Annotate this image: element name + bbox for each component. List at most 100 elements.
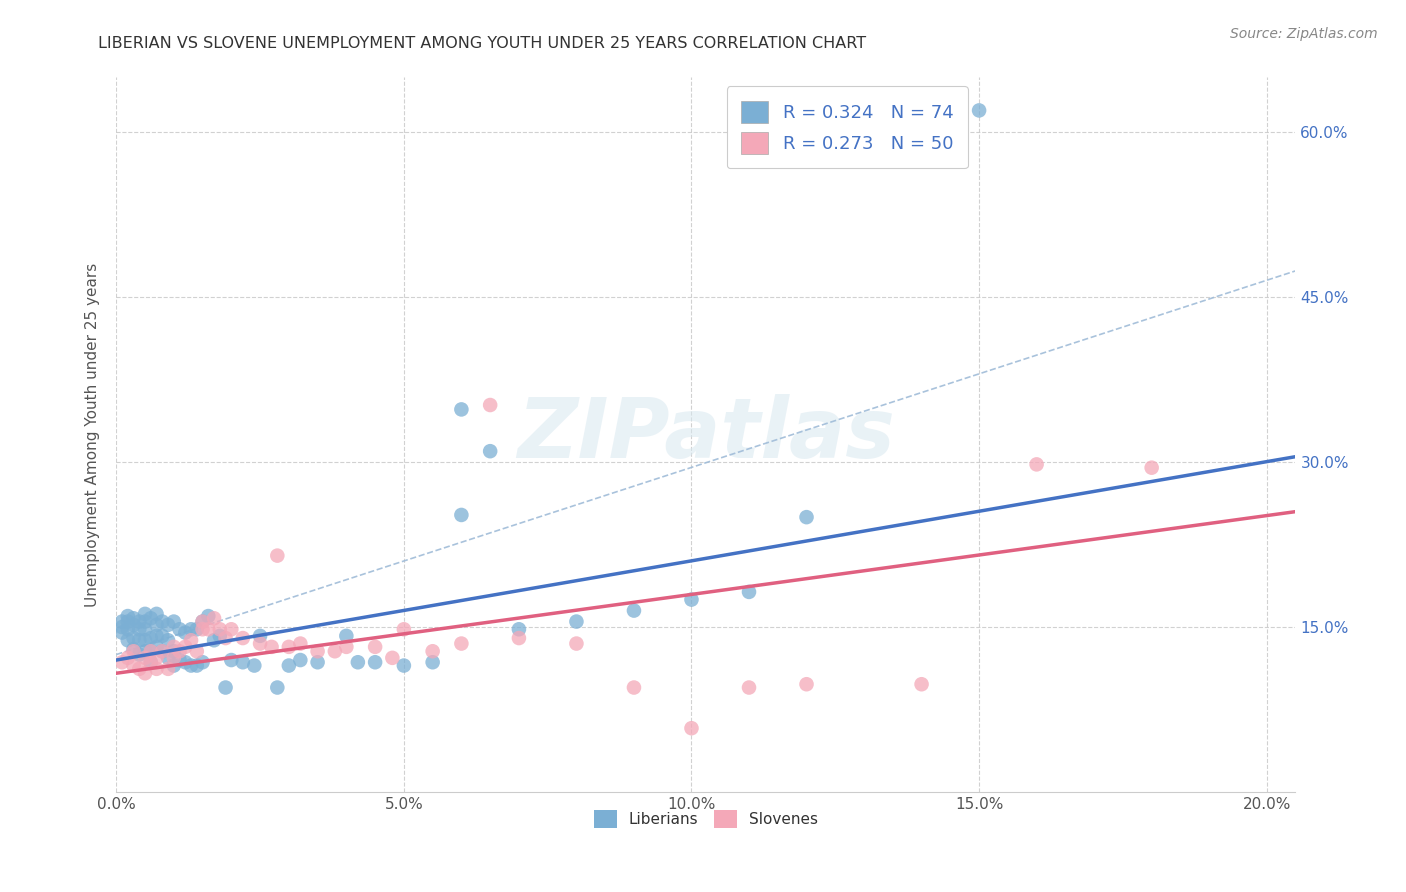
- Point: [290, 636, 312, 650]
- Point: [202, 611, 225, 625]
- Point: [260, 640, 283, 654]
- Point: [174, 625, 197, 640]
- Point: [145, 651, 167, 665]
- Point: [122, 631, 145, 645]
- Point: [163, 644, 186, 658]
- Point: [117, 633, 139, 648]
- Point: [111, 615, 134, 629]
- Point: [796, 510, 818, 524]
- Point: [128, 662, 150, 676]
- Point: [266, 549, 288, 563]
- Point: [221, 653, 243, 667]
- Point: [163, 640, 186, 654]
- Point: [208, 622, 231, 636]
- Point: [180, 633, 202, 648]
- Point: [145, 629, 167, 643]
- Point: [128, 615, 150, 629]
- Point: [232, 655, 254, 669]
- Point: [307, 655, 329, 669]
- Point: [186, 644, 208, 658]
- Point: [565, 636, 588, 650]
- Point: [122, 618, 145, 632]
- Point: [208, 629, 231, 643]
- Point: [967, 103, 990, 118]
- Point: [139, 611, 162, 625]
- Point: [157, 662, 180, 676]
- Point: [111, 625, 134, 640]
- Point: [163, 651, 186, 665]
- Point: [139, 655, 162, 669]
- Point: [117, 609, 139, 624]
- Point: [134, 644, 156, 658]
- Point: [122, 611, 145, 625]
- Point: [191, 655, 214, 669]
- Point: [565, 615, 588, 629]
- Point: [796, 677, 818, 691]
- Point: [174, 655, 197, 669]
- Point: [243, 658, 266, 673]
- Point: [221, 622, 243, 636]
- Point: [290, 653, 312, 667]
- Point: [150, 644, 173, 658]
- Point: [128, 648, 150, 662]
- Point: [139, 655, 162, 669]
- Point: [191, 622, 214, 636]
- Point: [145, 607, 167, 621]
- Point: [335, 629, 357, 643]
- Point: [157, 651, 180, 665]
- Point: [910, 677, 932, 691]
- Point: [392, 658, 415, 673]
- Point: [249, 636, 271, 650]
- Point: [169, 622, 191, 636]
- Point: [422, 655, 444, 669]
- Point: [134, 651, 156, 665]
- Point: [180, 658, 202, 673]
- Point: [364, 640, 387, 654]
- Point: [266, 681, 288, 695]
- Point: [197, 609, 219, 624]
- Point: [381, 651, 404, 665]
- Point: [157, 633, 180, 648]
- Point: [163, 615, 186, 629]
- Point: [214, 681, 236, 695]
- Point: [150, 629, 173, 643]
- Point: [1025, 458, 1047, 472]
- Point: [139, 644, 162, 658]
- Point: [145, 640, 167, 654]
- Text: ZIPatlas: ZIPatlas: [517, 394, 894, 475]
- Point: [122, 644, 145, 658]
- Point: [186, 658, 208, 673]
- Point: [681, 592, 703, 607]
- Point: [128, 633, 150, 648]
- Point: [232, 631, 254, 645]
- Point: [450, 508, 472, 522]
- Point: [450, 402, 472, 417]
- Point: [214, 631, 236, 645]
- Point: [277, 658, 299, 673]
- Point: [364, 655, 387, 669]
- Point: [134, 615, 156, 629]
- Point: [335, 640, 357, 654]
- Point: [169, 653, 191, 667]
- Point: [128, 622, 150, 636]
- Point: [508, 631, 530, 645]
- Point: [1140, 460, 1163, 475]
- Point: [139, 631, 162, 645]
- Point: [249, 629, 271, 643]
- Point: [623, 681, 645, 695]
- Point: [422, 644, 444, 658]
- Point: [738, 681, 761, 695]
- Point: [347, 655, 370, 669]
- Point: [479, 398, 502, 412]
- Point: [150, 615, 173, 629]
- Point: [122, 642, 145, 657]
- Text: LIBERIAN VS SLOVENE UNEMPLOYMENT AMONG YOUTH UNDER 25 YEARS CORRELATION CHART: LIBERIAN VS SLOVENE UNEMPLOYMENT AMONG Y…: [98, 36, 866, 51]
- Point: [117, 615, 139, 629]
- Point: [186, 622, 208, 636]
- Point: [307, 644, 329, 658]
- Point: [180, 622, 202, 636]
- Legend: Liberians, Slovenes: Liberians, Slovenes: [588, 804, 824, 834]
- Point: [508, 622, 530, 636]
- Point: [157, 618, 180, 632]
- Point: [134, 633, 156, 648]
